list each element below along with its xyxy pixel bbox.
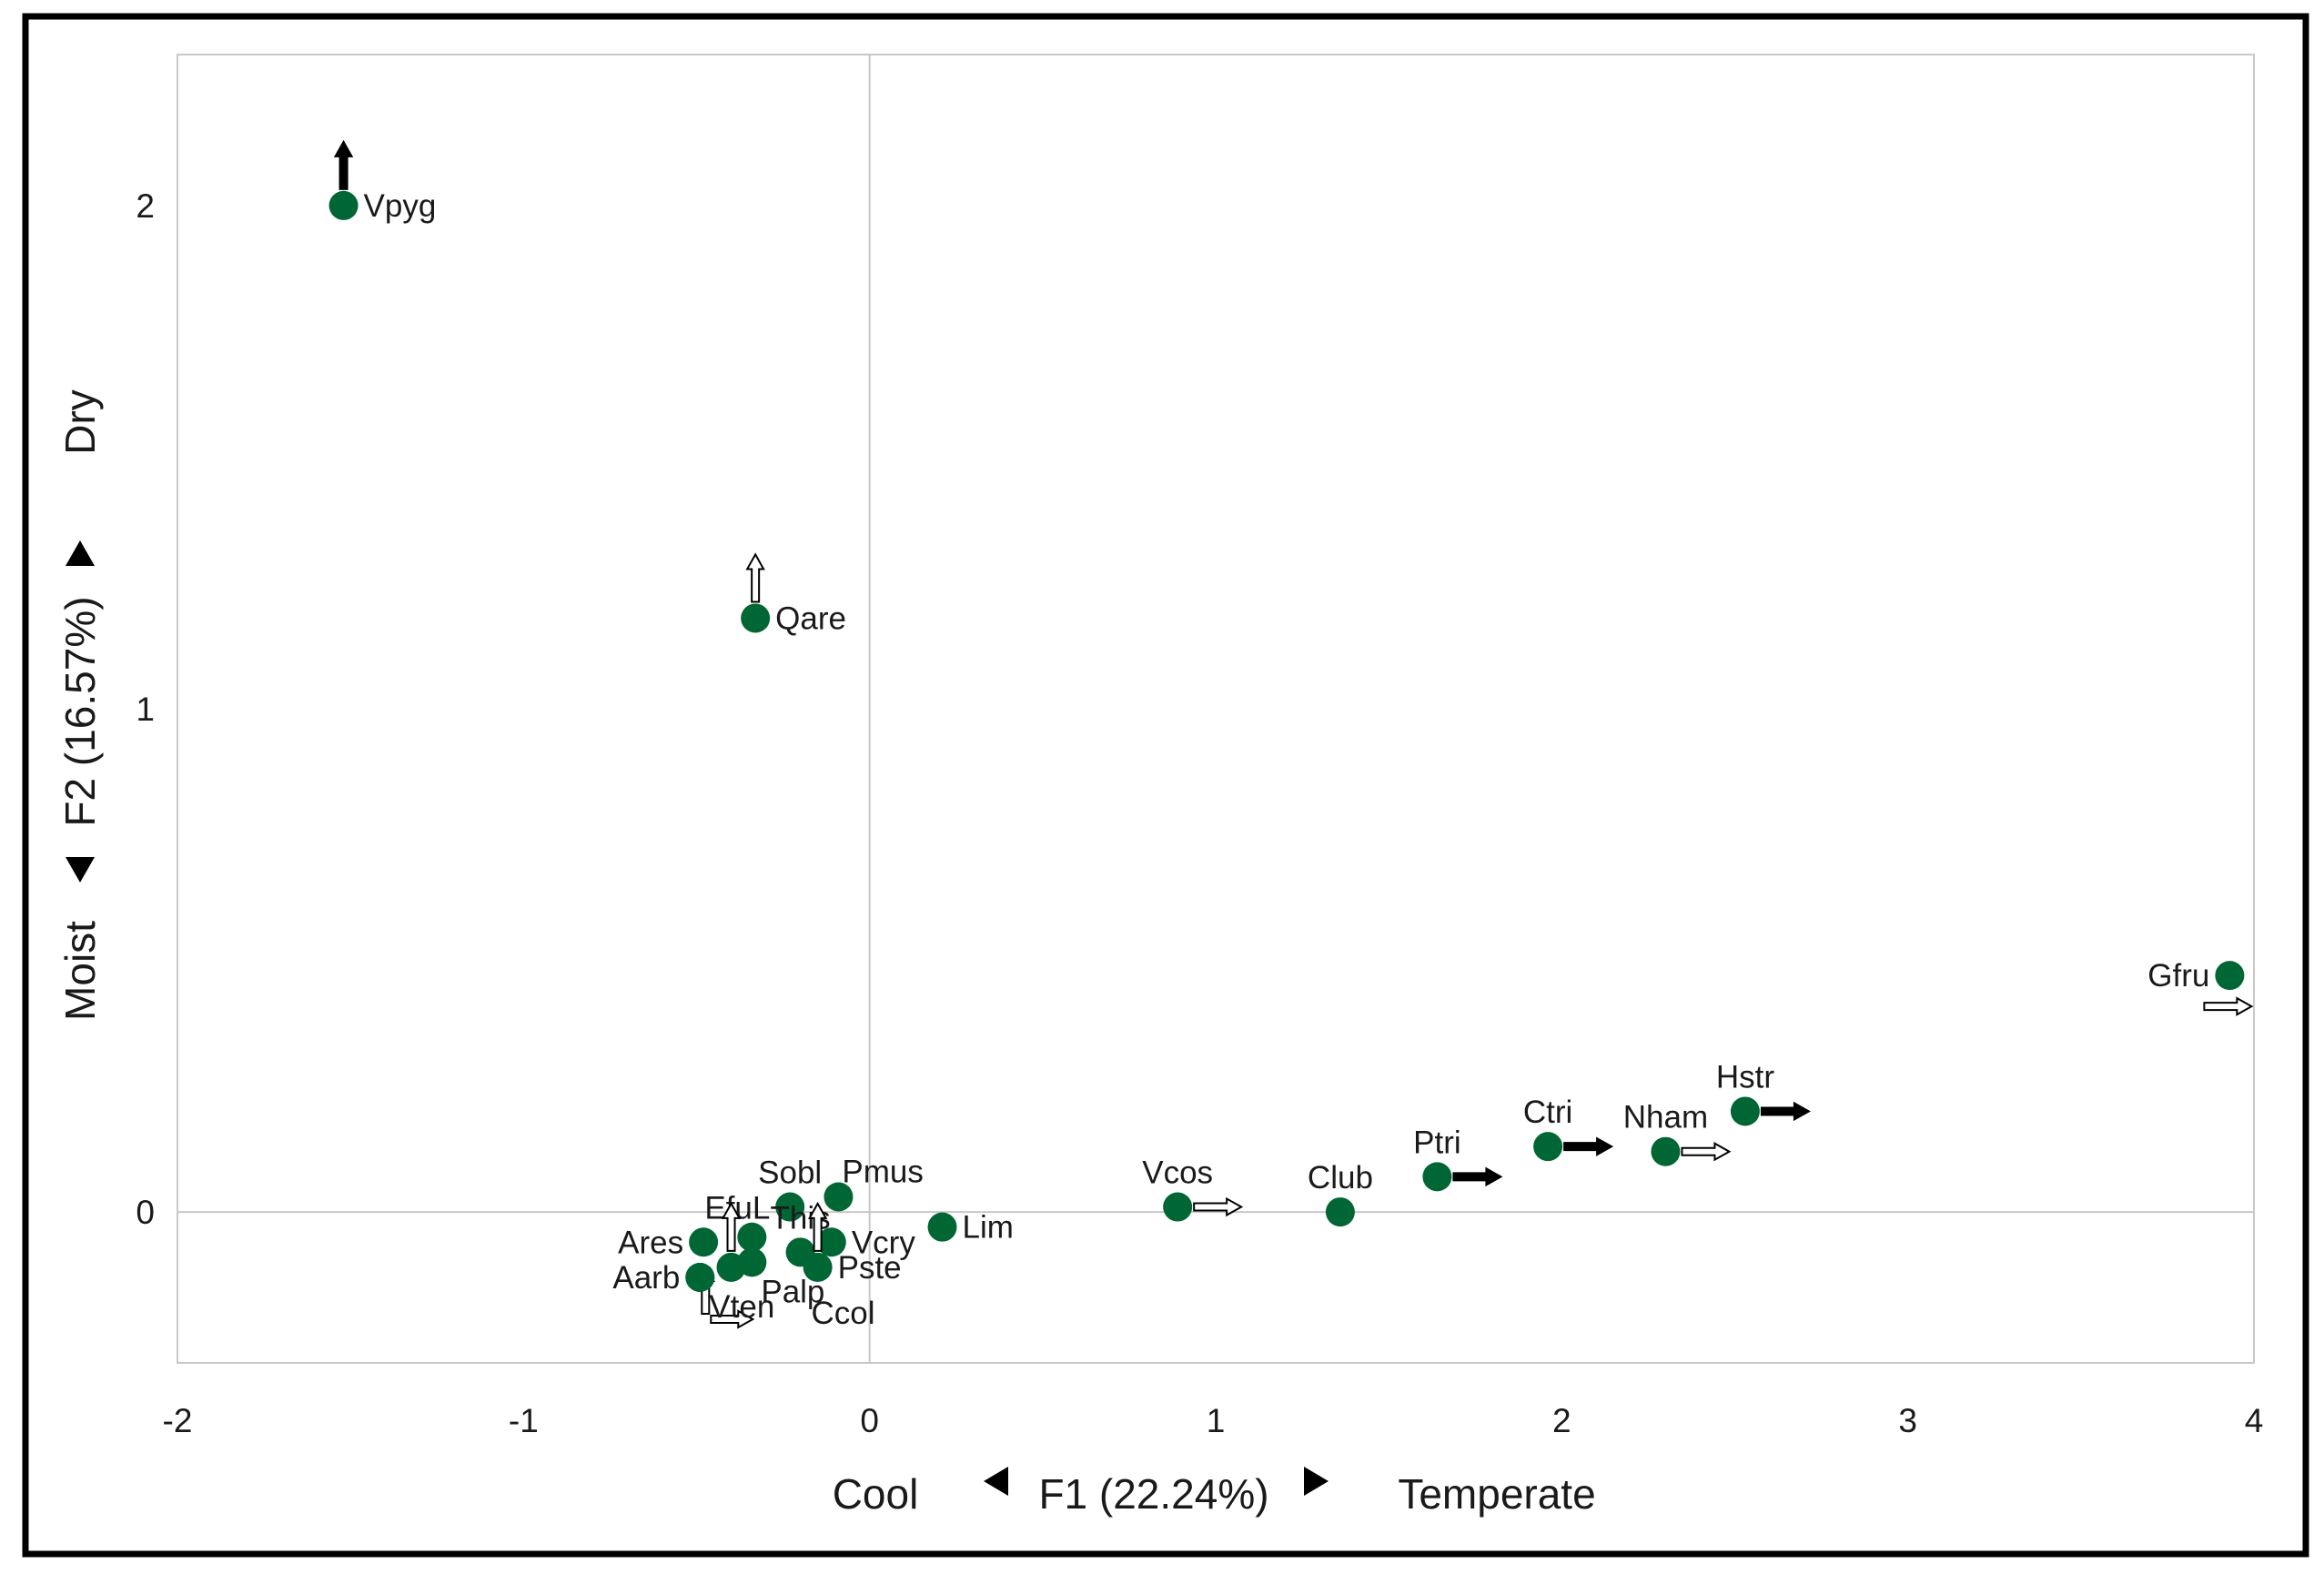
- point-vcry-marker: [816, 1227, 846, 1257]
- point-ptri-label: Ptri: [1413, 1125, 1461, 1160]
- x-tick-label: 2: [1552, 1402, 1571, 1439]
- point-vpyg-up-arrow-icon: [333, 139, 354, 190]
- point-ptri-right-arrow-icon: [1452, 1166, 1503, 1187]
- point-sobl-label: Sobl: [758, 1155, 822, 1191]
- x-tick-label: 3: [1898, 1402, 1917, 1439]
- point-gfru-right-arrow-icon: [2203, 996, 2254, 1016]
- point-vpyg-marker: [328, 190, 359, 220]
- y-tick-label: 2: [136, 187, 155, 225]
- x-tick-label: -1: [509, 1402, 539, 1439]
- point-lim-marker: [927, 1212, 957, 1242]
- point-vten-marker: [685, 1262, 715, 1292]
- point-pste-marker: [803, 1252, 833, 1282]
- point-nham-right-arrow-icon: [1681, 1141, 1732, 1162]
- x-axis-right-triangle-icon: [1304, 1467, 1329, 1496]
- x-axis-left-triangle-icon: [984, 1467, 1008, 1496]
- point-lim-label: Lim: [963, 1210, 1014, 1246]
- point-vcos-marker: [1163, 1192, 1193, 1222]
- point-ares-label: Ares: [618, 1225, 683, 1260]
- x-tick-label: -2: [163, 1402, 193, 1439]
- x-tick-label: 0: [860, 1402, 879, 1439]
- point-vcos-label: Vcos: [1142, 1155, 1213, 1191]
- point-hstr-label: Hstr: [1716, 1059, 1775, 1095]
- y-axis-up-triangle-icon: [66, 540, 95, 566]
- point-hstr-marker: [1730, 1096, 1760, 1126]
- point-ares-marker: [689, 1227, 719, 1257]
- data-points: Vpyg Qare Gfru Hstr Ctri Nham Ptri Club Vcos Lim P…: [328, 139, 2254, 1331]
- point-ptri-marker: [1422, 1162, 1452, 1192]
- x-axis-title: Cool F1 (22.24%) Temperate: [833, 1467, 1596, 1518]
- plot-area: [177, 54, 2255, 1364]
- point-qare-label: Qare: [775, 600, 846, 636]
- point-pste-label: Pste: [838, 1250, 902, 1286]
- point-ctri-marker: [1533, 1132, 1563, 1162]
- point-pmus-marker: [824, 1182, 854, 1212]
- point-sobl-marker: [775, 1192, 805, 1222]
- point-pste-up-arrow-icon: [807, 1201, 828, 1252]
- point-ctri-right-arrow-icon: [1563, 1136, 1614, 1156]
- point-club-marker: [1325, 1197, 1355, 1227]
- point-eful-label: EfuL: [704, 1191, 770, 1226]
- point-hstr-right-arrow-icon: [1760, 1101, 1811, 1122]
- tick-labels: -2 -1 0 1 2 3 4 0 1 2: [136, 187, 2263, 1439]
- y-axis-title: Moist F2 (16.57%) Dry: [56, 389, 104, 1021]
- y-axis-bottom-label: Moist: [56, 921, 104, 1021]
- point-ccol-up-arrow-icon: [721, 1201, 742, 1252]
- y-axis-top-label: Dry: [56, 389, 104, 455]
- point-ccol-marker: [716, 1252, 746, 1282]
- x-axis-center-label: F1 (22.24%): [1038, 1470, 1268, 1518]
- point-vcos-right-arrow-icon: [1193, 1196, 1244, 1217]
- point-ctri-label: Ctri: [1523, 1095, 1572, 1130]
- x-axis-left-label: Cool: [833, 1470, 919, 1518]
- point-vcry-label: Vcry: [852, 1225, 916, 1260]
- y-axis-center-label: F2 (16.57%): [56, 596, 104, 826]
- x-tick-label: 1: [1207, 1402, 1226, 1439]
- point-nham-label: Nham: [1623, 1100, 1708, 1135]
- point-qare-marker: [741, 603, 771, 633]
- x-tick-label: 4: [2245, 1402, 2264, 1439]
- point-ccol-label: Ccol: [812, 1296, 875, 1331]
- point-eful-marker: [737, 1222, 767, 1252]
- x-axis-right-label: Temperate: [1398, 1470, 1595, 1518]
- point-gfru-label: Gfru: [2147, 958, 2209, 994]
- point-qare-up-arrow-icon: [745, 552, 765, 603]
- point-vten-right-arrow-icon: [710, 1309, 755, 1329]
- point-vten-label: Vten: [709, 1289, 774, 1325]
- y-axis-down-triangle-icon: [66, 857, 95, 883]
- point-nham-marker: [1651, 1136, 1681, 1166]
- point-palp-label: Palp: [761, 1274, 824, 1309]
- point-pmus-label: Pmus: [842, 1154, 923, 1189]
- axis-lines: [177, 55, 2254, 1363]
- point-vpyg-label: Vpyg: [364, 188, 437, 224]
- y-tick-label: 0: [136, 1194, 155, 1231]
- point-gfru-marker: [2215, 961, 2245, 991]
- point-aarb-label: Aarb: [612, 1260, 680, 1296]
- point-club-label: Club: [1308, 1160, 1373, 1196]
- y-tick-label: 1: [136, 691, 155, 728]
